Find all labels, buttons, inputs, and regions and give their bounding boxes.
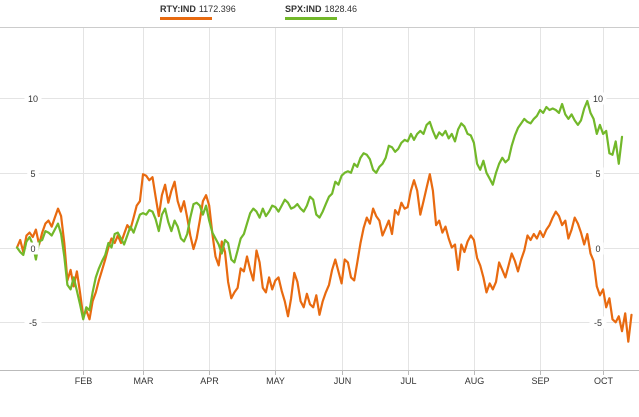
legend-value-spx: 1828.46 [324, 4, 358, 14]
x-tick-label: JUL [400, 376, 416, 386]
y-axis-labels-left: 10 5 0 -5 [24, 92, 42, 329]
x-tick-label: SEP [531, 376, 549, 386]
series-layer [15, 99, 633, 343]
y-tick-label: 5 [595, 169, 600, 179]
y-tick-label: 10 [28, 94, 38, 104]
x-tick-label: OCT [594, 376, 614, 386]
y-tick-label: -5 [594, 318, 602, 328]
y-tick-label-bg [592, 167, 604, 180]
x-tick-label: JUN [334, 376, 352, 386]
y-axis-labels-right: 10 5 0 -5 [589, 92, 607, 329]
y-tick-label: 0 [30, 244, 35, 254]
x-tick-label: APR [200, 376, 219, 386]
y-tick-label: -5 [29, 318, 37, 328]
legend-value-rty: 1172.396 [198, 4, 236, 14]
legend: RTY:IND 1172.396 SPX:IND 1828.46 [0, 4, 639, 28]
legend-item-spx[interactable]: SPX:IND 1828.46 [285, 4, 358, 20]
y-tick-label-bg [27, 167, 39, 180]
x-tick-label: AUG [465, 376, 485, 386]
x-tick-label: MAY [266, 376, 285, 386]
legend-swatch-spx [285, 17, 337, 20]
legend-swatch-rty [160, 17, 212, 20]
series-line-rtyind[interactable] [15, 173, 633, 343]
x-tick-label: FEB [75, 376, 93, 386]
x-tick-label: MAR [134, 376, 155, 386]
y-tick-label: 0 [595, 244, 600, 254]
y-tick-label-bg [24, 316, 42, 329]
legend-label-rty: RTY:IND [160, 4, 196, 14]
legend-label-spx: SPX:IND [285, 4, 322, 14]
x-gridlines [83, 28, 604, 375]
y-tick-label-bg [24, 92, 42, 105]
x-axis-labels: FEB MAR APR MAY JUN JUL AUG SEP OCT [75, 376, 614, 386]
legend-item-rty[interactable]: RTY:IND 1172.396 [160, 4, 236, 20]
y-tick-label-bg [592, 242, 604, 255]
y-tick-label-bg [589, 92, 607, 105]
series-line-spxind[interactable] [15, 99, 624, 321]
y-tick-label-bg [589, 316, 607, 329]
y-tick-label: 5 [30, 169, 35, 179]
y-tick-label-bg [27, 242, 39, 255]
y-tick-label: 10 [593, 94, 603, 104]
